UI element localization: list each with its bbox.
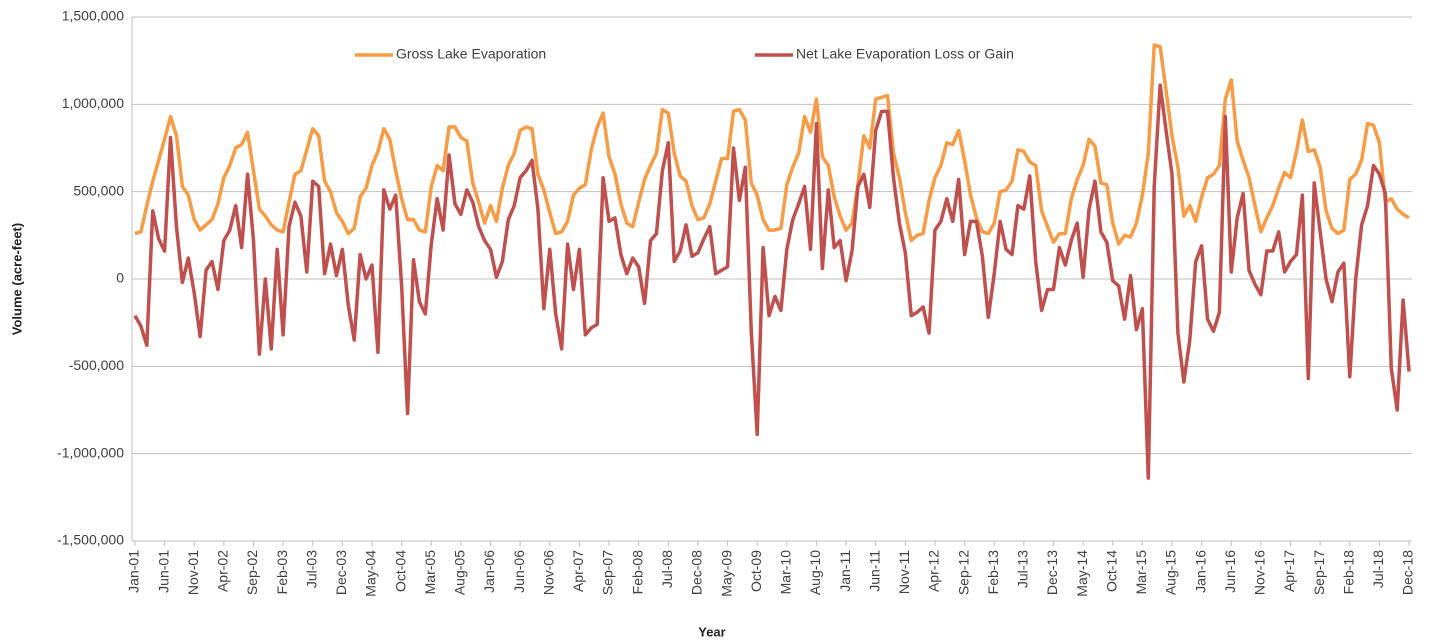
x-tick-label: Mar-15 [1133, 550, 1149, 595]
y-tick-label: -500,000 [69, 357, 124, 373]
x-tick-label: Feb-08 [629, 550, 645, 595]
x-tick-label: Jul-08 [659, 550, 675, 588]
x-axis-title: Year [698, 624, 725, 639]
x-tick-label: Apr-02 [215, 550, 231, 592]
x-tick-label: Jun-11 [866, 550, 882, 592]
x-tick-label: Nov-11 [896, 550, 912, 594]
x-tick-label: Jun-16 [1222, 550, 1238, 593]
x-tick-label: Jan-11 [837, 550, 853, 592]
y-tick-label: -1,000,000 [57, 444, 124, 460]
x-tick-label: Mar-05 [422, 550, 438, 595]
x-tick-label: Dec-13 [1044, 550, 1060, 595]
x-tick-label: Mar-10 [778, 550, 794, 595]
x-tick-label: May-09 [718, 550, 734, 597]
y-tick-label: 1,000,000 [62, 95, 124, 111]
x-tick-label: Aug-15 [1163, 550, 1179, 595]
x-tick-label: Jun-01 [155, 550, 171, 593]
x-tick-label: Feb-13 [985, 550, 1001, 595]
x-tick-label: May-04 [363, 550, 379, 597]
x-tick-label: Jul-03 [303, 550, 319, 588]
legend-label: Net Lake Evaporation Loss or Gain [796, 46, 1014, 62]
x-tick-label: Dec-18 [1400, 550, 1416, 595]
x-tick-label: Dec-03 [333, 550, 349, 595]
x-tick-label: Feb-18 [1340, 550, 1356, 595]
x-tick-label: Apr-12 [926, 550, 942, 592]
x-tick-label: Oct-09 [748, 550, 764, 592]
x-tick-label: Jul-18 [1370, 550, 1386, 588]
x-tick-label: Jul-13 [1015, 550, 1031, 588]
x-tick-label: Jan-16 [1192, 550, 1208, 593]
x-tick-label: Nov-16 [1252, 550, 1268, 595]
x-tick-label: Jan-01 [126, 550, 142, 593]
x-tick-label: Aug-05 [452, 550, 468, 595]
y-tick-label: 1,500,000 [62, 8, 124, 24]
x-tick-label: Apr-07 [570, 550, 586, 592]
y-tick-label: 0 [116, 270, 124, 286]
x-tick-label: Nov-01 [185, 550, 201, 595]
x-tick-label: Feb-03 [274, 550, 290, 595]
legend-label: Gross Lake Evaporation [396, 46, 546, 62]
x-tick-label: Nov-06 [540, 550, 556, 595]
x-tick-label: Oct-04 [392, 550, 408, 592]
x-tick-label: Aug-10 [807, 550, 823, 595]
x-tick-label: Jan-06 [481, 550, 497, 593]
x-tick-label: Sep-12 [955, 550, 971, 595]
x-tick-label: Jun-06 [511, 550, 527, 593]
y-axis-title: Volume (acre-feet) [9, 223, 24, 335]
y-tick-label: 500,000 [73, 182, 124, 198]
x-tick-label: Dec-08 [689, 550, 705, 595]
x-tick-label: May-14 [1074, 550, 1090, 597]
x-tick-label: Sep-02 [244, 550, 260, 595]
x-tick-label: Sep-07 [600, 550, 616, 595]
y-tick-label: -1,500,000 [57, 532, 124, 548]
x-tick-label: Sep-17 [1311, 550, 1327, 595]
series-line [134, 43, 1410, 246]
x-tick-label: Oct-14 [1103, 550, 1119, 592]
x-tick-label: Apr-17 [1281, 550, 1297, 592]
series-line [133, 83, 1411, 480]
